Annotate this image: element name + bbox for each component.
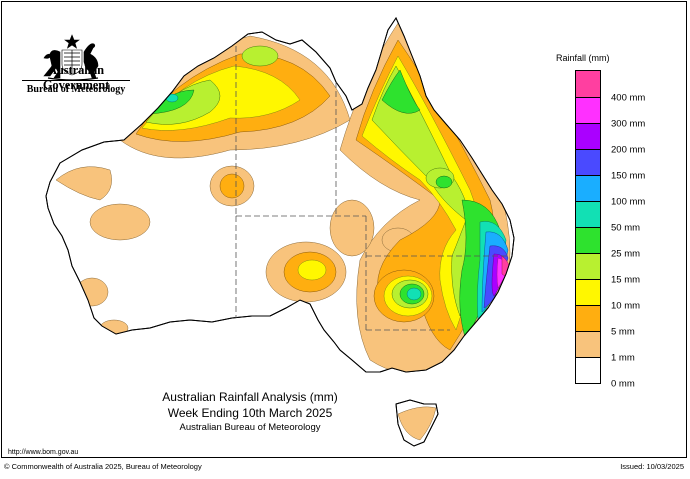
legend-swatch <box>576 201 600 227</box>
legend-label: 50 mm <box>611 222 641 234</box>
issued-date: Issued: 10/03/2025 <box>620 462 684 471</box>
rainfall-legend <box>575 70 601 384</box>
legend-label: 15 mm <box>611 274 641 286</box>
legend-swatch <box>576 305 600 331</box>
rainfall-shading <box>55 19 511 372</box>
website-link[interactable]: http://www.bom.gov.au <box>8 449 79 456</box>
legend-swatch <box>576 227 600 253</box>
legend-label: 10 mm <box>611 300 641 312</box>
map-caption: Australian Rainfall Analysis (mm) Week E… <box>130 389 370 435</box>
legend-swatch <box>576 97 600 123</box>
agency-title: Australian Government <box>42 63 110 92</box>
legend-label: 400 mm <box>611 92 646 104</box>
legend-label: 25 mm <box>611 248 641 260</box>
legend-label: 5 mm <box>611 326 635 338</box>
legend-label: 1 mm <box>611 352 635 364</box>
legend-swatch <box>576 253 600 279</box>
legend-swatch <box>576 123 600 149</box>
title-divider <box>22 80 130 81</box>
legend-label: 150 mm <box>611 170 646 182</box>
map-frame <box>1 1 687 458</box>
legend-swatch <box>576 149 600 175</box>
state-borders <box>235 46 510 331</box>
legend-swatch <box>576 71 600 97</box>
legend-label: 200 mm <box>611 144 646 156</box>
legend-label: 300 mm <box>611 118 646 130</box>
legend-swatch <box>576 175 600 201</box>
copyright-notice: © Commonwealth of Australia 2025, Bureau… <box>4 462 202 471</box>
map-period: Week Ending 10th March 2025 <box>167 406 333 420</box>
legend-swatch <box>576 331 600 357</box>
legend-swatch <box>576 279 600 305</box>
map-title: Australian Rainfall Analysis (mm) <box>162 390 338 404</box>
agency-subtitle: Bureau of Meteorology <box>26 84 126 95</box>
legend-label: 100 mm <box>611 196 646 208</box>
map-source: Australian Bureau of Meteorology <box>179 422 321 433</box>
legend-title: Rainfall (mm) <box>556 53 610 63</box>
legend-swatch <box>576 357 600 383</box>
legend-label: 0 mm <box>611 378 635 390</box>
